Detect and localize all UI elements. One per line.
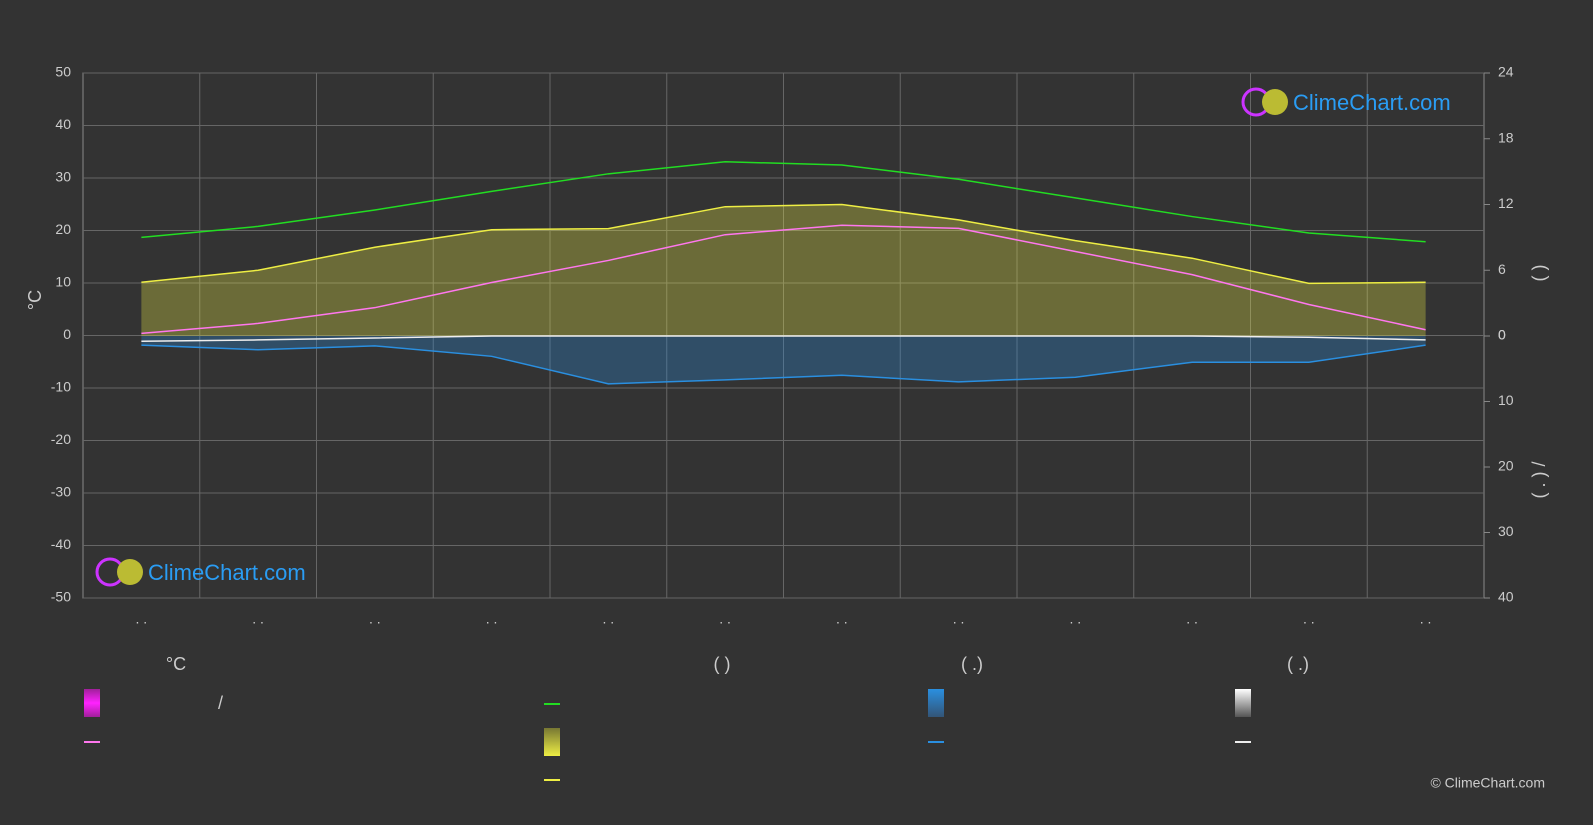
y2-tick-label: 0 xyxy=(1498,327,1506,343)
legend-header: ( .) xyxy=(1287,654,1309,674)
logo-icon xyxy=(117,559,143,585)
x-tick-label: . . xyxy=(953,611,965,627)
legend-swatch xyxy=(1235,689,1251,717)
series-line xyxy=(141,203,1426,285)
logo: ClimeChart.com ClimeChart.com xyxy=(95,87,1451,587)
x-tick-label: . . xyxy=(252,611,264,627)
y3-tick-label: 0 xyxy=(1498,327,1506,343)
logo-icon xyxy=(1262,89,1288,115)
y2-tick-label: 6 xyxy=(1498,261,1506,277)
y3-tick-label: 10 xyxy=(1498,392,1514,408)
legend-swatch xyxy=(544,728,560,756)
y3-tick-label: 40 xyxy=(1498,589,1514,605)
legend-header: °C xyxy=(166,654,186,674)
x-tick-label: . . xyxy=(719,611,731,627)
y-tick-label: 20 xyxy=(55,221,71,237)
watermark: ClimeChart.com xyxy=(1293,90,1451,115)
y-tick-label: 50 xyxy=(55,64,71,80)
y2-tick-label: 24 xyxy=(1498,64,1514,80)
legend-swatch xyxy=(928,689,944,717)
y-tick-label: -50 xyxy=(51,589,71,605)
copyright: © ClimeChart.com xyxy=(1430,775,1545,791)
y-tick-label: -20 xyxy=(51,431,71,447)
y2-tick-label: 12 xyxy=(1498,195,1514,211)
watermark: ClimeChart.com xyxy=(148,560,306,585)
x-tick-label: . . xyxy=(369,611,381,627)
legend-swatch xyxy=(84,689,100,717)
series-area xyxy=(141,336,1426,384)
x-tick-label: . . xyxy=(1303,611,1315,627)
legend: °C ( ) ( .) ( .) / xyxy=(84,654,1309,781)
x-tick-label: . . xyxy=(1420,611,1432,627)
y-tick-label: -10 xyxy=(51,379,71,395)
x-tick-label: . . xyxy=(1186,611,1198,627)
y-tick-label: 10 xyxy=(55,274,71,290)
x-tick-label: . . xyxy=(136,611,148,627)
y3-tick-label: 30 xyxy=(1498,523,1514,539)
legend-header: ( .) xyxy=(961,654,983,674)
series-line xyxy=(141,224,1426,335)
y-axis-label: °C xyxy=(25,290,45,310)
series-line xyxy=(141,161,1426,243)
y-tick-label: 0 xyxy=(63,326,71,342)
y-tick-label: 40 xyxy=(55,116,71,132)
y-tick-label: 30 xyxy=(55,169,71,185)
series-line xyxy=(141,344,1426,385)
y3-axis-label: ( . ) / xyxy=(1529,462,1549,499)
x-tick-label: . . xyxy=(603,611,615,627)
x-tick-label: . . xyxy=(1070,611,1082,627)
y3-tick-label: 20 xyxy=(1498,458,1514,474)
y-tick-label: -30 xyxy=(51,484,71,500)
y-tick-label: -40 xyxy=(51,536,71,552)
legend-header: ( ) xyxy=(714,654,731,674)
y2-axis-label: ( ) xyxy=(1531,265,1551,282)
legend-text: / xyxy=(218,693,223,713)
x-tick-label: . . xyxy=(486,611,498,627)
series-line xyxy=(141,335,1426,342)
x-tick-label: . . xyxy=(836,611,848,627)
y2-tick-label: 18 xyxy=(1498,129,1514,145)
series-area xyxy=(141,204,1426,336)
